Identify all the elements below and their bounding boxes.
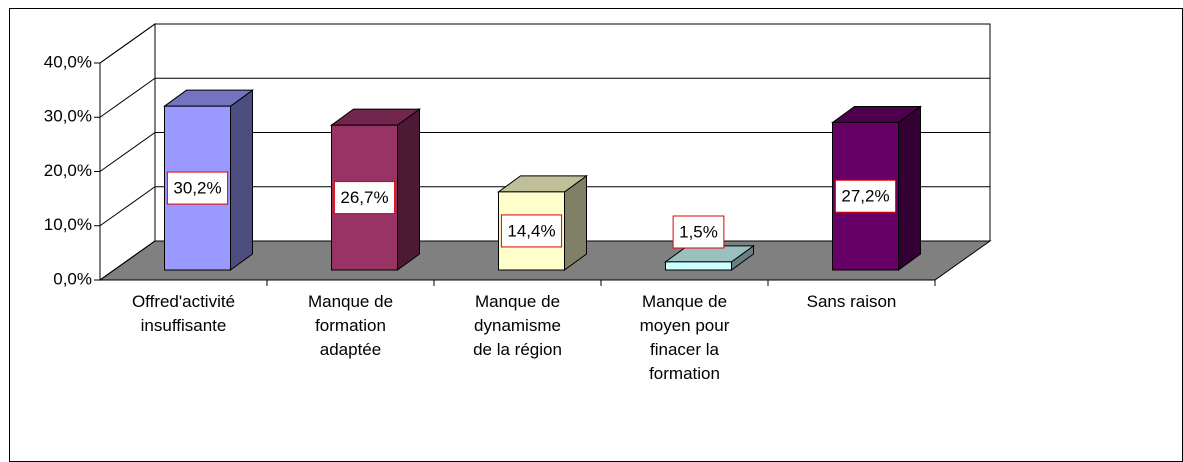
value-label: 1,5% [672,215,725,249]
value-label: 30,2% [166,171,229,205]
x-tick-label: Offred'activité insuffisante [132,292,235,335]
value-label-box [834,179,897,213]
grid-line [99,132,990,172]
y-tick-label: 0,0% [53,269,92,288]
grid-line [99,186,990,227]
value-label-text: 1,5% [679,222,718,241]
y-tick-label: 40,0% [44,52,92,71]
bar-side [898,105,921,271]
x-tick-label: Sans raison [807,292,897,311]
y-tick-label: 30,0% [44,107,92,126]
x-tick-label: Manque de formation adaptée [308,292,393,359]
value-label-box [672,215,725,249]
value-label: 27,2% [834,179,897,213]
value-label-text: 27,2% [841,187,889,206]
value-label-text: 14,4% [507,221,555,240]
value-label-box [333,181,396,215]
x-tick-label: Manque de dynamisme de la région [473,292,562,359]
value-label-box [166,171,229,205]
x-tick-label: Manque de moyen pour finacer la formation [640,292,730,383]
value-label: 26,7% [333,181,396,215]
value-label-text: 30,2% [173,179,221,198]
value-label: 14,4% [500,214,563,248]
y-tick-label: 10,0% [44,215,92,234]
bar [665,261,732,271]
y-tick-label: 20,0% [44,161,92,180]
grid-line [99,23,990,64]
bar-side [397,108,420,271]
value-label-text: 26,7% [340,188,388,207]
value-label-box [500,214,563,248]
grid-line [99,77,990,118]
bar-side [230,89,253,271]
